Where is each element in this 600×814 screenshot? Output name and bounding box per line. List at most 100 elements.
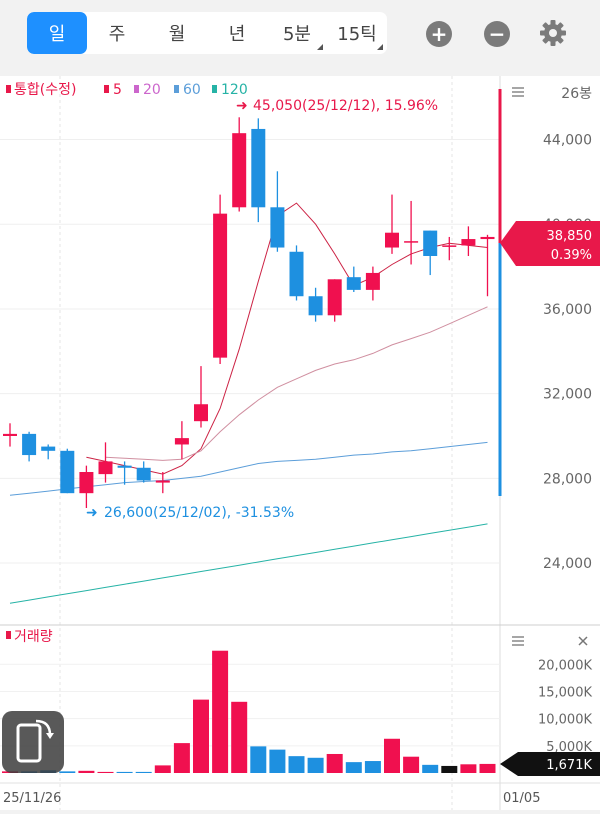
candle — [194, 366, 208, 428]
dropdown-corner-icon — [377, 44, 383, 50]
period-count: 26봉 — [561, 86, 592, 102]
candle-body — [194, 404, 208, 422]
price-menu-button[interactable] — [512, 87, 524, 97]
candle — [365, 266, 380, 301]
current-volume: 1,671K — [546, 758, 592, 773]
legend-item-20: 20 — [143, 82, 161, 98]
dropdown-corner-icon — [317, 44, 323, 50]
candle-body — [308, 296, 323, 316]
candle-body — [213, 213, 228, 358]
candle — [270, 171, 285, 252]
minus-circle-icon: − — [488, 22, 506, 46]
candle — [60, 448, 75, 494]
volume-tick-label: 20,000K — [538, 658, 592, 673]
candle — [22, 431, 37, 462]
candle-body — [442, 245, 457, 247]
volume-bar — [288, 756, 305, 773]
price-tick-label: 24,000 — [543, 556, 592, 572]
tab-label: 주 — [108, 24, 126, 45]
current-price: 38,850 — [547, 229, 593, 244]
zoom-in-button[interactable]: + — [426, 21, 452, 47]
tab-label: 월 — [168, 24, 186, 45]
tab-label: 15틱 — [337, 24, 377, 45]
current-change: 0.39% — [551, 248, 592, 263]
current-volume-tag: 1,671K — [500, 752, 600, 776]
candle-body — [423, 230, 438, 256]
settings-button[interactable] — [538, 18, 568, 48]
volume-bar — [460, 764, 477, 773]
legend-item-120: 120 — [221, 82, 248, 98]
volume-title: 거래량 — [14, 629, 53, 645]
tab-6[interactable]: 15틱 — [327, 12, 387, 54]
legend-title: 통합(수정) — [14, 82, 76, 98]
price-tick-label: 44,000 — [543, 133, 592, 149]
candle-body — [289, 251, 304, 297]
candle — [136, 461, 151, 483]
candle-body — [270, 207, 285, 248]
volume-tick-label: 10,000K — [538, 713, 592, 728]
legend: 통합(수정) 5 20 60 120 — [6, 82, 248, 98]
volume-bar — [78, 770, 95, 773]
candle-body — [232, 133, 247, 208]
candle-body — [480, 236, 495, 240]
price-tick-label: 36,000 — [543, 302, 592, 318]
volume-bar — [326, 753, 343, 773]
volume-bar — [154, 765, 171, 773]
low-annotation: 26,600(25/12/02), -31.53% — [104, 505, 294, 521]
candle-body — [461, 239, 476, 246]
candle-body — [174, 438, 189, 445]
legend-item-5: 5 — [113, 82, 122, 98]
rotate-screen-button[interactable] — [2, 711, 64, 773]
volume-bar — [212, 650, 229, 773]
ma-line-120 — [9, 523, 488, 604]
top-toolbar: 일 주 월 년 5분 15틱 + − — [0, 0, 600, 76]
high-arrow: ➜ — [236, 98, 248, 114]
volume-bar — [269, 749, 286, 773]
candle-body — [117, 465, 132, 468]
tab-label: 일 — [48, 24, 66, 45]
plus-circle-icon: + — [430, 22, 448, 46]
volume-tick-label: 5,000K — [546, 740, 592, 755]
candle — [117, 461, 132, 485]
date-start: 25/11/26 — [3, 791, 61, 806]
candle-body — [385, 232, 399, 248]
legend-item-60: 60 — [183, 82, 201, 98]
candle — [289, 245, 304, 301]
volume-bar — [422, 764, 439, 773]
ma-line-5 — [86, 202, 488, 475]
candle — [461, 226, 476, 256]
volume-bar — [116, 771, 133, 773]
volume-bar — [441, 765, 458, 773]
current-price-tag: 38,850 0.39% — [500, 221, 600, 266]
volume-menu-button[interactable] — [512, 636, 524, 646]
rotate-screen-icon — [16, 719, 54, 763]
legend-marker-main — [6, 85, 11, 93]
volume-bar — [231, 701, 248, 773]
zoom-out-button[interactable]: − — [484, 21, 510, 47]
candle — [98, 442, 113, 483]
candle-body — [155, 480, 170, 483]
volume-close-button[interactable] — [578, 636, 588, 646]
period-tabs: 일 주 월 년 5분 15틱 — [27, 12, 387, 54]
tab-5[interactable]: 5분 — [267, 12, 327, 54]
tab-4[interactable]: 년 — [207, 12, 267, 54]
volume-marker — [6, 631, 11, 639]
volume-bar — [307, 757, 324, 773]
ma-line-20 — [105, 306, 488, 461]
low-arrow: ➜ — [86, 505, 98, 521]
tab-3[interactable]: 월 — [147, 12, 207, 54]
volume-bar — [250, 746, 267, 773]
tab-1[interactable]: 일 — [27, 12, 87, 54]
candle — [404, 200, 419, 265]
legend-marker-20 — [134, 85, 139, 93]
tab-2[interactable]: 주 — [87, 12, 147, 54]
hamburger-icon — [512, 87, 524, 97]
volume-bar — [364, 761, 381, 773]
candle — [346, 266, 361, 292]
volume-tick-label: 15,000K — [538, 685, 592, 700]
candle — [423, 230, 438, 276]
candle-body — [79, 472, 94, 494]
candle — [480, 234, 495, 297]
